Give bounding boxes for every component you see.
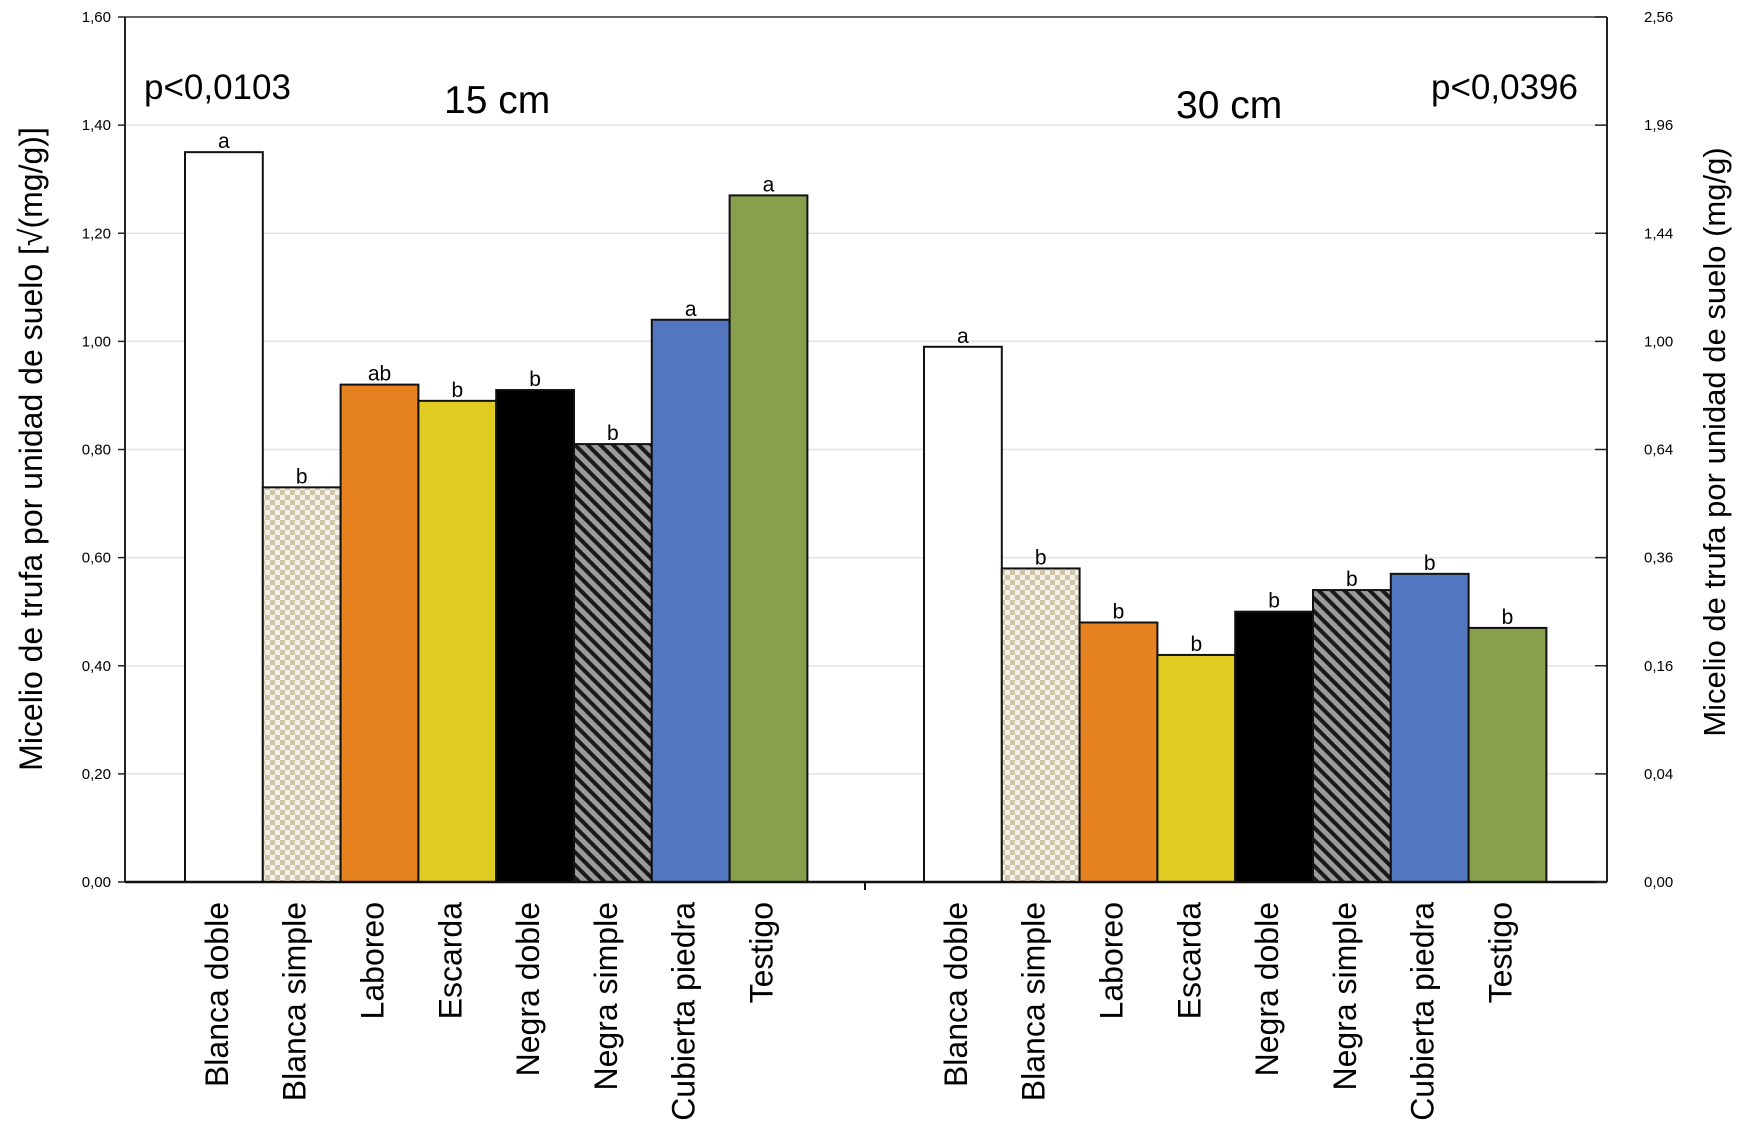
bar-letter-15-cm-negra-simple: b [607,422,619,445]
bar-letter-15-cm-cubierta-piedra: a [685,298,697,321]
bar-letter-15-cm-testigo: a [763,173,775,196]
bar-30-cm-blanca-doble [923,345,1003,883]
bar-30-cm-negra-doble [1234,610,1314,883]
bar-letter-30-cm-laboreo: b [1113,601,1125,624]
y-tick-label-left: 1,20 [82,225,111,242]
y-tick-label-right: 1,00 [1644,333,1673,350]
y-axis-label-right: Micelio de trufa por unidad de suelo (mg… [1697,147,1732,736]
bar-30-cm-negra-simple [1312,589,1392,883]
bar-30-cm-laboreo [1078,621,1159,883]
y-tick-label-left: 1,00 [82,333,111,350]
x-tick-label-15-cm-laboreo: Laboreo [355,902,391,1019]
y-tick-label-right: 1,44 [1644,225,1673,242]
y-tick-label-right: 0,36 [1644,550,1673,567]
y-tick-label-right: 0,64 [1644,442,1673,459]
x-tick-label-15-cm-blanca-doble: Blanca doble [199,902,235,1087]
group-label-30cm: 30 cm [1176,84,1282,127]
bar-letter-30-cm-blanca-doble: a [957,325,969,348]
y-tick-label-right: 2,56 [1644,9,1673,26]
x-tick-label-30-cm-negra-simple: Negra simple [1327,902,1363,1091]
y-tick-label-left: 0,20 [82,766,111,783]
bar-letter-30-cm-testigo: b [1502,606,1514,629]
x-tick-label-15-cm-cubierta-piedra: Cubierta piedra [666,902,702,1121]
y-tick-label-right: 0,16 [1644,658,1673,675]
bar-15-cm-negra-doble [495,389,576,883]
axes: 0,00 0,00 0,20 0,04 0,40 0,16 0,60 0,36 0,80 0,64… [82,9,1673,891]
y-tick-label-left: 0,60 [82,550,111,567]
x-tick-label-15-cm-negra-doble: Negra doble [510,902,546,1076]
y-tick-label-right: 1,96 [1644,117,1673,134]
x-tick-label-30-cm-blanca-doble: Blanca doble [938,902,974,1087]
y-tick-label-left: 0,00 [82,874,111,891]
y-tick-label-left: 1,60 [82,9,111,26]
bar-15-cm-blanca-doble [184,151,264,883]
bar-letter-15-cm-laboreo: ab [368,363,391,386]
bar-30-cm-escarda [1156,653,1237,883]
x-tick-label-15-cm-blanca-simple: Blanca simple [277,902,313,1101]
x-tick-label-30-cm-negra-doble: Negra doble [1249,902,1285,1076]
bar-letter-15-cm-negra-doble: b [529,368,541,391]
bar-15-cm-testigo [728,194,809,883]
y-tick-label-right: 0,04 [1644,766,1673,783]
x-tick-label-30-cm-testigo: Testigo [1483,902,1519,1003]
x-tick-label-15-cm-escarda: Escarda [432,902,468,1020]
bar-letter-15-cm-blanca-simple: b [296,465,308,488]
bar-letter-30-cm-escarda: b [1190,633,1202,656]
bar-15-cm-laboreo [339,383,420,883]
x-tick-label-15-cm-testigo: Testigo [744,902,780,1003]
bar-15-cm-escarda [417,399,498,883]
bar-30-cm-cubierta-piedra [1389,572,1470,883]
bar-30-cm-blanca-simple [1000,567,1081,883]
bars [184,151,1548,883]
bar-15-cm-blanca-simple [261,486,342,883]
bar-letter-30-cm-cubierta-piedra: b [1424,552,1436,575]
x-tick-label-30-cm-cubierta-piedra: Cubierta piedra [1405,902,1441,1121]
bar-letter-15-cm-escarda: b [451,379,463,402]
bar-letter-30-cm-negra-simple: b [1346,568,1358,591]
y-tick-label-right: 0,00 [1644,874,1673,891]
y-tick-label-left: 0,80 [82,442,111,459]
bar-30-cm-testigo [1467,626,1548,883]
y-tick-label-left: 1,40 [82,117,111,134]
x-tick-label-30-cm-escarda: Escarda [1171,902,1207,1020]
x-tick-label-30-cm-laboreo: Laboreo [1094,902,1130,1019]
bar-letter-15-cm-blanca-doble: a [218,130,230,153]
bar-letter-30-cm-negra-doble: b [1268,590,1280,613]
x-tick-label-30-cm-blanca-simple: Blanca simple [1016,902,1052,1101]
p-value-15cm: p<0,0103 [144,68,291,107]
y-tick-label-left: 0,40 [82,658,111,675]
group-label-15cm: 15 cm [444,79,550,122]
bar-letter-30-cm-blanca-simple: b [1035,546,1047,569]
p-value-30cm: p<0,0396 [1431,68,1578,107]
bar-15-cm-negra-simple [573,443,653,883]
x-tick-label-15-cm-negra-simple: Negra simple [588,902,624,1091]
bar-15-cm-cubierta-piedra [650,318,731,883]
y-axis-label-left: Micelio de trufa por unidad de suelo [√(… [13,127,49,771]
